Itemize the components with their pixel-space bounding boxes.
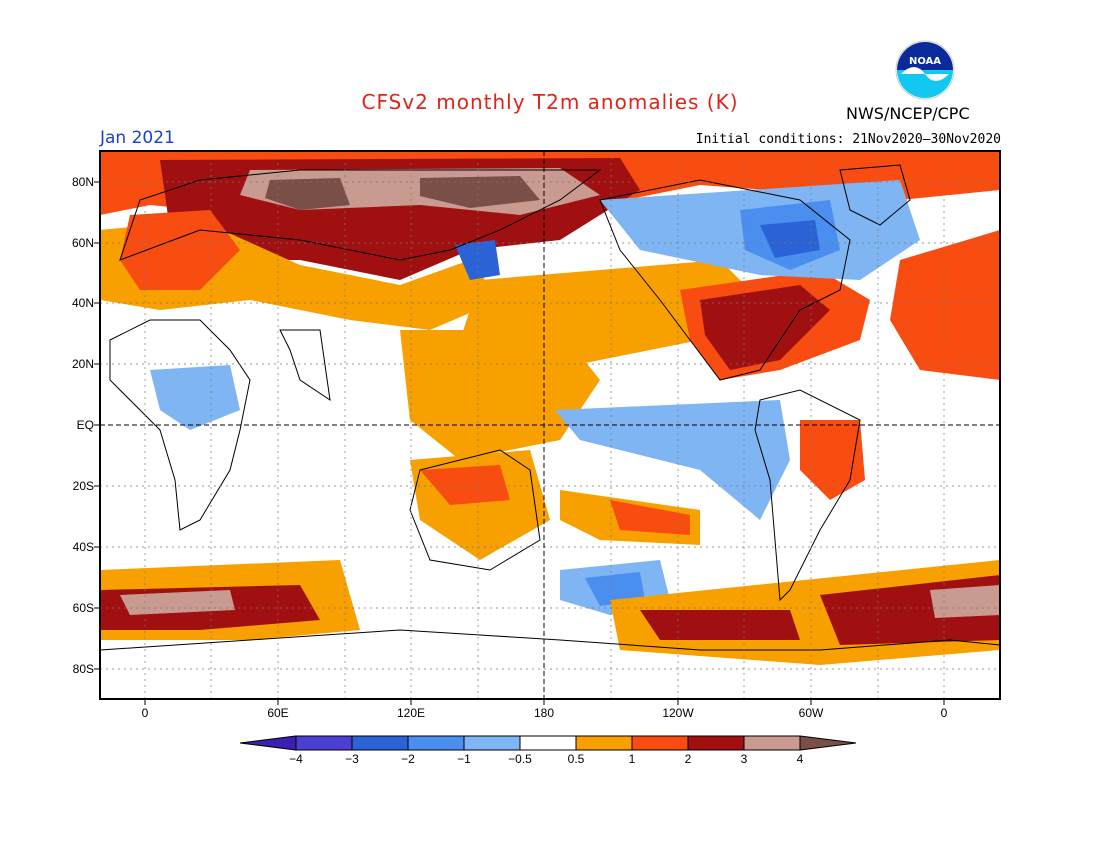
us-strong-warm	[700, 285, 830, 370]
southern-ocean-extreme-east	[930, 585, 1000, 618]
colorbar-label: −1	[457, 752, 471, 766]
colorbar-swatch	[631, 735, 689, 751]
agency-label: NWS/NCEP/CPC	[846, 104, 970, 123]
lat-label-60s: 60S	[72, 601, 94, 615]
lon-label-0-east: 0	[940, 706, 948, 720]
colorbar-swatch	[407, 735, 465, 751]
colorbar-swatch	[575, 735, 633, 751]
japan-cold	[455, 240, 500, 280]
west-pacific-warm	[400, 330, 600, 460]
forecast-month: Jan 2021	[100, 128, 175, 148]
colorbar-label: 0.5	[567, 752, 585, 766]
colorbar-label: −4	[289, 752, 303, 766]
africa-cold	[150, 365, 240, 430]
lon-label-0-west: 0	[141, 706, 149, 720]
lat-label-40s: 40S	[72, 540, 94, 554]
logo-text: NOAA	[909, 56, 941, 67]
southern-ocean-extreme-west	[120, 590, 235, 615]
colorbar-swatch	[743, 735, 801, 751]
coastline-antarctica	[100, 629, 1000, 651]
colorbar-label: −3	[345, 752, 359, 766]
colorbar-swatch	[687, 735, 745, 751]
colorbar-label: 4	[796, 752, 804, 766]
lat-label-20n: 20N	[71, 357, 94, 371]
coastline-africa	[109, 319, 251, 531]
south-pacific-core-warm	[610, 500, 690, 535]
europe-warm	[120, 210, 240, 290]
coastlines	[100, 164, 1000, 651]
coastline-australia	[409, 449, 541, 571]
coastline-south-asia	[279, 329, 331, 402]
map-title: CFSv2 monthly T2m anomalies (K)	[361, 90, 739, 114]
graticule	[100, 151, 1000, 699]
colorbar-label: −0.5	[508, 752, 532, 766]
australia-strong-warm	[420, 465, 510, 505]
lon-label-60e: 60E	[267, 706, 289, 720]
coastline-eurasia	[119, 169, 602, 261]
atlantic-warm	[890, 230, 1000, 380]
siberia-max-warm-2	[420, 176, 540, 208]
lon-label-180: 180	[533, 706, 555, 720]
axis-ticks	[94, 181, 945, 705]
colorbar-swatch	[351, 735, 409, 751]
colorbar-label: 3	[740, 752, 748, 766]
lon-label-120e: 120E	[396, 706, 426, 720]
coastline-north-america	[599, 179, 851, 381]
coastline-south-america	[754, 389, 861, 602]
coastline-greenland	[839, 164, 911, 226]
lat-label-eq: EQ	[76, 418, 94, 432]
lat-label-80n: 80N	[71, 175, 94, 189]
southern-ocean-strong-east	[640, 610, 800, 640]
colorbar-arrow-max	[799, 735, 857, 751]
siberia-max-warm	[265, 178, 350, 210]
initial-conditions: Initial conditions: 21Nov2020–30Nov2020	[695, 132, 1001, 147]
lat-label-20s: 20S	[72, 479, 94, 493]
southern-ocean-core-cold	[585, 572, 645, 606]
colorbar-label: −2	[401, 752, 415, 766]
noaa-logo: NOAA	[895, 40, 955, 100]
colorbar-arrow-min	[239, 735, 297, 751]
canada-core-cold	[760, 220, 820, 258]
lon-label-60w: 60W	[798, 706, 824, 720]
lat-label-60n: 60N	[71, 236, 94, 250]
colorbar-swatch	[519, 735, 577, 751]
colorbar	[239, 735, 857, 751]
lon-label-120w: 120W	[662, 706, 694, 720]
lat-label-80s: 80S	[72, 662, 94, 676]
colorbar-swatch	[463, 735, 521, 751]
colorbar-swatch	[295, 735, 353, 751]
south-america-warm	[800, 420, 865, 500]
lat-label-40n: 40N	[71, 296, 94, 310]
equatorial-pacific-cold	[555, 400, 790, 520]
colorbar-label: 2	[684, 752, 692, 766]
colorbar-label: 1	[628, 752, 636, 766]
